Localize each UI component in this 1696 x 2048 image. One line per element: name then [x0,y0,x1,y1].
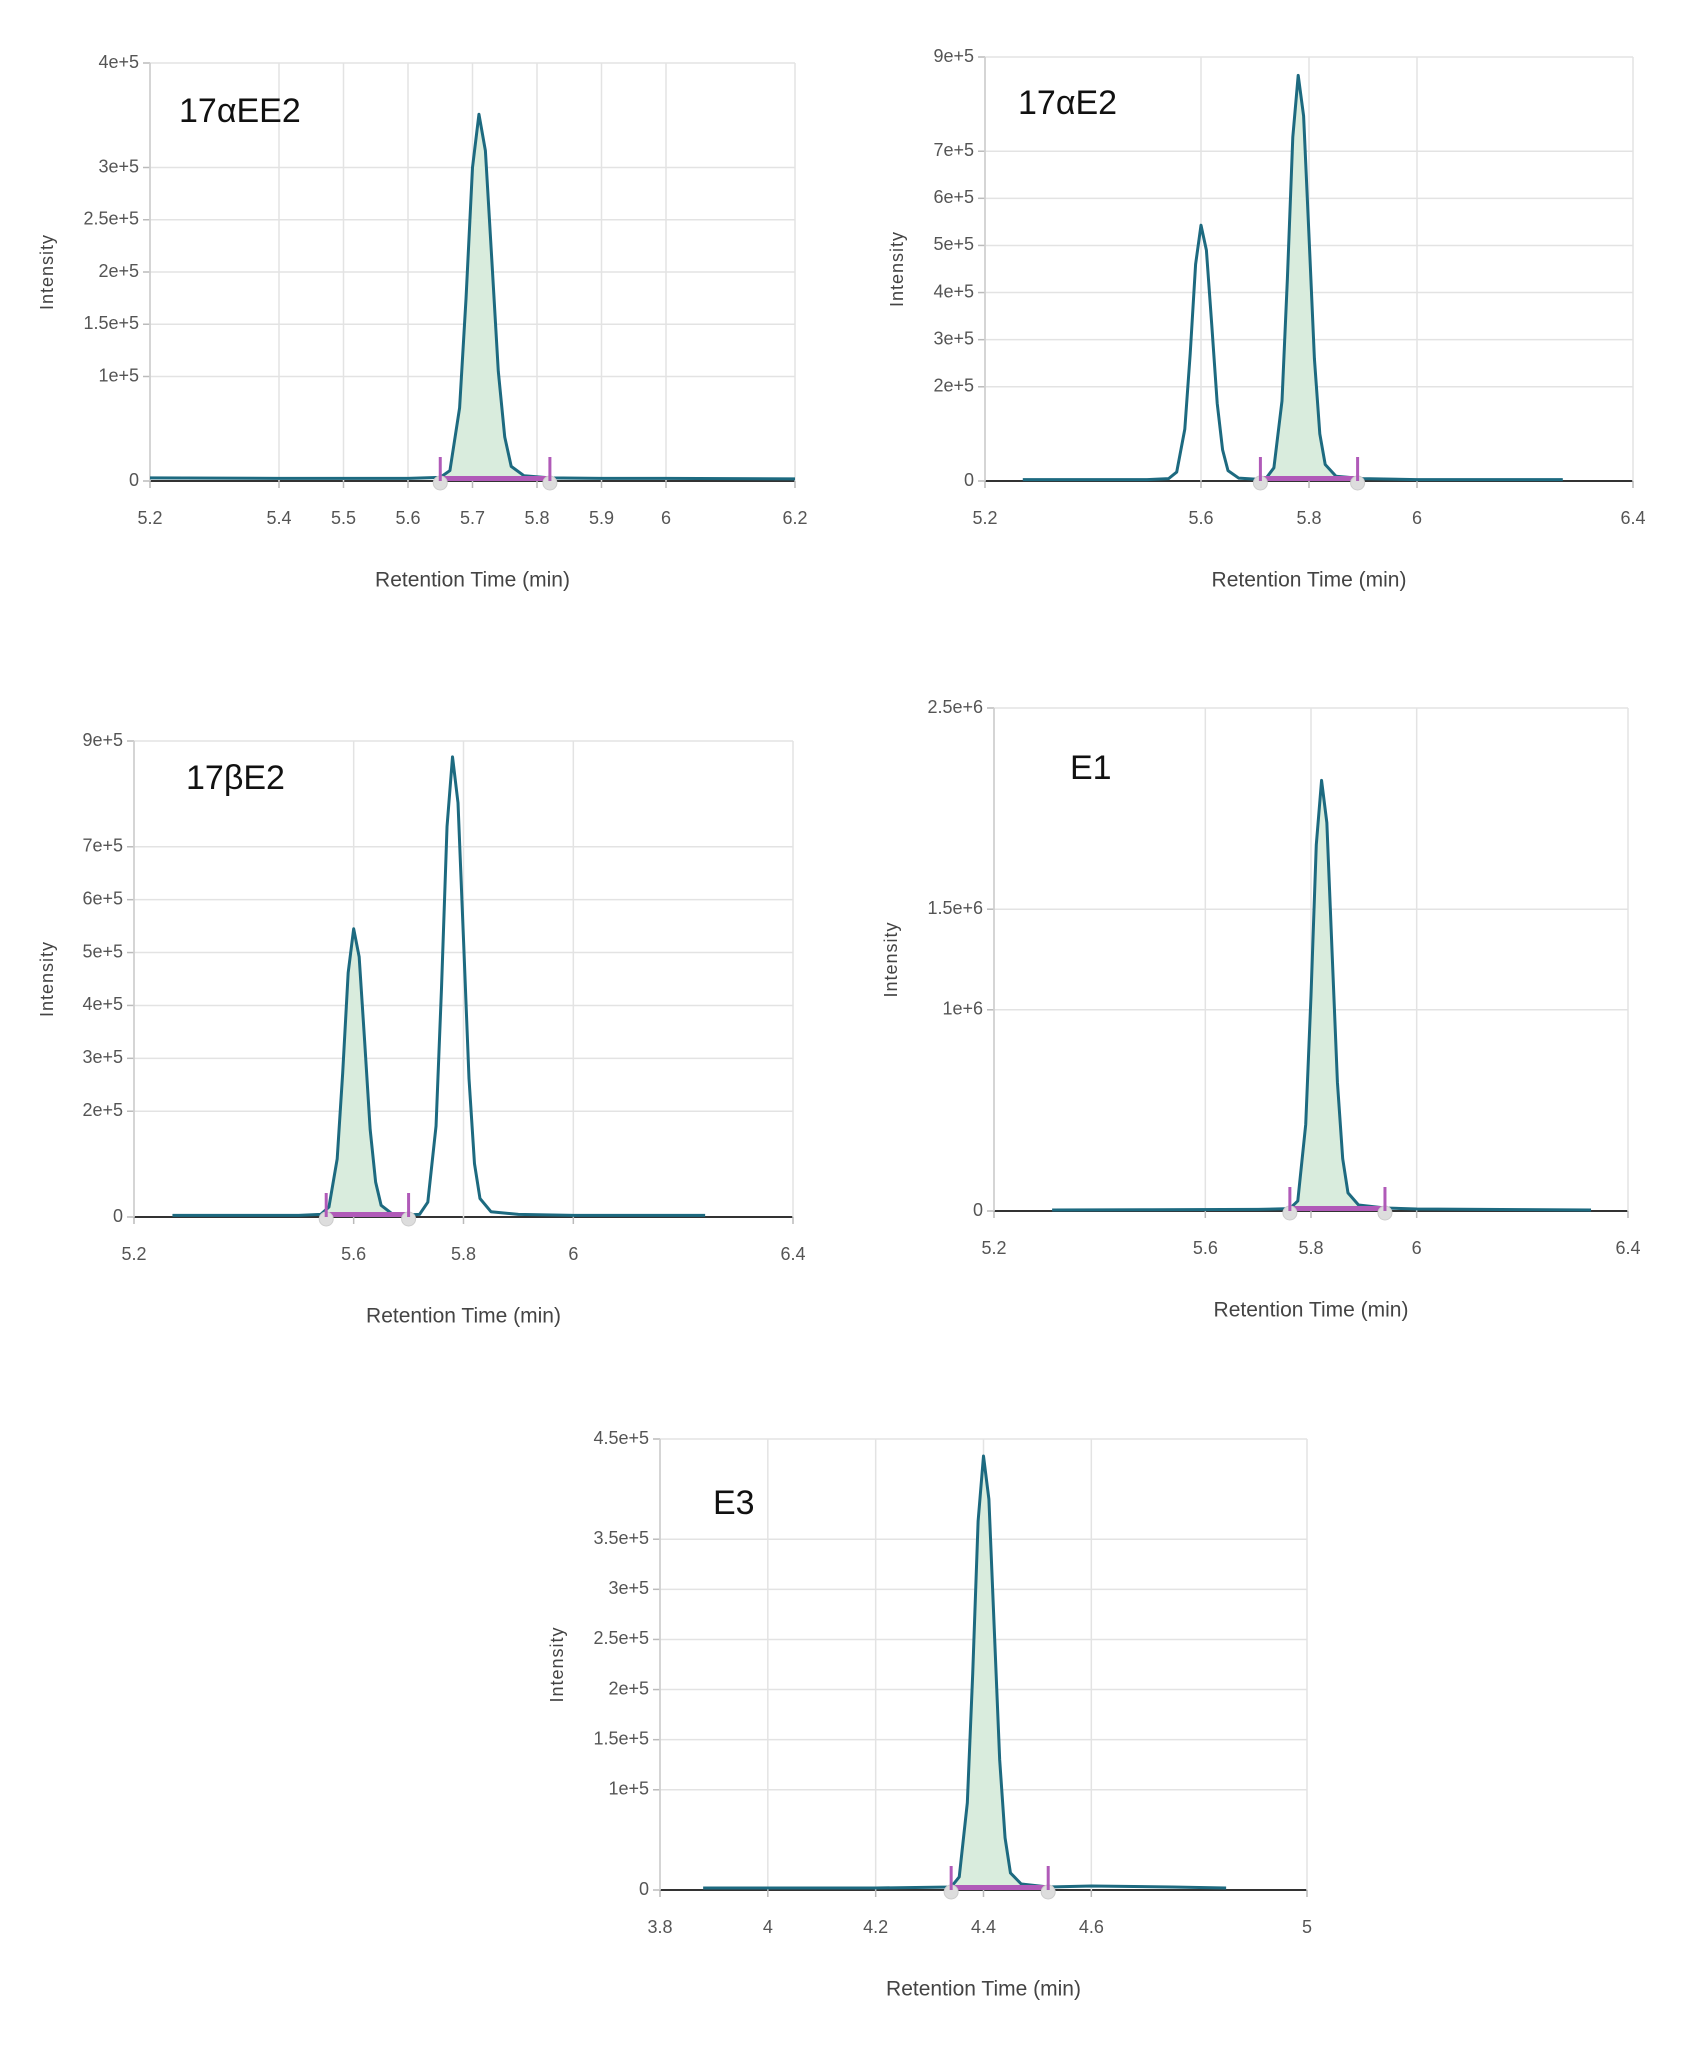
y-tick-label: 3e+5 [98,156,139,176]
chart-panel: 0 1e+5 1.5e+5 2e+5 2.5e+5 3e+5 3.5e+5 4.5e+5 3.8… [547,1428,1312,2001]
x-tick-label: 3.8 [647,1917,672,1937]
y-tick-label: 9e+5 [82,730,123,750]
integration-bar [440,476,550,481]
x-tick-label: 5.6 [1188,508,1213,528]
x-tick-label: 4.4 [971,1917,996,1937]
x-axis-label: Retention Time (min) [886,1978,1081,2001]
x-tick-label: 5.2 [137,508,162,528]
y-axis-label: Intensity [887,231,907,307]
y-tick-label: 5e+5 [82,941,123,961]
x-tick-label: 5.2 [981,1238,1006,1258]
integration-bar [951,1885,1049,1890]
x-tick-label: 5.6 [1193,1238,1218,1258]
y-tick-label: 2e+5 [608,1678,649,1698]
chart-panel: 0 1e+6 1.5e+6 2.5e+6 5.2 5.6 5.8 6 6.4 E1 Retentio… [881,697,1641,1322]
y-tick-label: 3.5e+5 [593,1528,649,1548]
x-tick-label: 6.4 [780,1244,805,1264]
y-tick-label: 6e+5 [933,187,974,207]
y-tick-label: 9e+5 [933,46,974,66]
x-axis-label: Retention Time (min) [375,569,570,592]
y-tick-label: 2.5e+5 [83,209,139,229]
y-tick-label: 1e+6 [942,999,983,1019]
chart-title: 17αEE2 [179,92,301,130]
y-tick-label: 3e+5 [608,1578,649,1598]
y-axis-label: Intensity [547,1626,567,1702]
y-tick-label: 0 [129,470,139,490]
x-tick-label: 5 [1302,1917,1312,1937]
x-tick-label: 6 [568,1244,578,1264]
x-tick-label: 5.2 [972,508,997,528]
y-tick-label: 7e+5 [82,836,123,856]
x-tick-label: 6 [661,508,671,528]
chromatogram-line [172,755,706,1217]
x-tick-label: 4.6 [1079,1917,1104,1937]
x-tick-label: 5.7 [460,508,485,528]
x-tick-label: 4.2 [863,1917,888,1937]
x-tick-label: 5.8 [451,1244,476,1264]
y-axis-label: Intensity [37,234,57,310]
x-tick-label: 5.6 [341,1244,366,1264]
y-tick-label: 2e+5 [98,261,139,281]
x-tick-label: 6 [1412,508,1422,528]
x-tick-label: 6 [1412,1238,1422,1258]
chart-title: E1 [1070,749,1112,787]
x-axis-label: Retention Time (min) [1212,569,1407,592]
y-tick-label: 2e+5 [933,376,974,396]
x-axis-label: Retention Time (min) [366,1305,561,1328]
y-tick-label: 6e+5 [82,888,123,908]
y-tick-label: 5e+5 [933,234,974,254]
x-tick-label: 6.4 [1620,508,1645,528]
x-tick-label: 5.9 [589,508,614,528]
peak-area [1260,75,1358,481]
chromatogram-line [703,1454,1227,1890]
x-tick-label: 6.4 [1615,1238,1640,1258]
peak-area [1289,780,1385,1211]
x-tick-label: 5.8 [524,508,549,528]
y-tick-label: 2.5e+6 [927,697,983,717]
y-tick-label: 2.5e+5 [593,1628,649,1648]
y-tick-label: 2e+5 [82,1100,123,1120]
y-tick-label: 0 [973,1200,983,1220]
x-tick-label: 5.6 [395,508,420,528]
integration-bar [326,1212,409,1217]
chart-title: 17βE2 [186,759,285,797]
y-axis-label: Intensity [881,921,901,997]
y-tick-label: 0 [113,1206,123,1226]
y-tick-label: 0 [964,470,974,490]
y-tick-label: 0 [639,1879,649,1899]
y-tick-label: 1.5e+6 [927,898,983,918]
y-tick-label: 1e+5 [608,1779,649,1799]
y-tick-label: 7e+5 [933,140,974,160]
y-tick-label: 1.5e+5 [593,1728,649,1748]
integration-bar [1289,1206,1385,1211]
x-tick-label: 5.4 [266,508,291,528]
y-tick-label: 1e+5 [98,365,139,385]
chart-panel: 0 2e+5 3e+5 4e+5 5e+5 6e+5 7e+5 9e+5 5.2 5.6 5.8 6 6… [887,46,1646,592]
y-tick-label: 3e+5 [82,1047,123,1067]
chart-title: 17αE2 [1018,84,1117,122]
x-tick-label: 5.8 [1298,1238,1323,1258]
y-tick-label: 3e+5 [933,328,974,348]
x-tick-label: 5.5 [331,508,356,528]
y-tick-label: 4e+5 [82,994,123,1014]
y-tick-label: 4e+5 [98,52,139,72]
chart-panel: 0 1e+5 1.5e+5 2e+5 2.5e+5 3e+5 4e+5 5.2 5.4 5.5 5.… [37,52,808,592]
peak-area [440,114,550,481]
peak-area [951,1456,1049,1890]
y-tick-label: 4e+5 [933,281,974,301]
x-tick-label: 5.8 [1296,508,1321,528]
integration-bar [1260,476,1358,481]
y-tick-label: 1.5e+5 [83,313,139,333]
y-tick-label: 4.5e+5 [593,1428,649,1448]
y-axis-label: Intensity [37,941,57,1017]
x-tick-label: 5.2 [121,1244,146,1264]
chart-title: E3 [713,1484,755,1522]
x-tick-label: 4 [763,1917,773,1937]
x-axis-label: Retention Time (min) [1214,1299,1409,1322]
x-tick-label: 6.2 [782,508,807,528]
chart-panel: 0 2e+5 3e+5 4e+5 5e+5 6e+5 7e+5 9e+5 5.2 5.6 5.8 6 6… [37,730,806,1328]
